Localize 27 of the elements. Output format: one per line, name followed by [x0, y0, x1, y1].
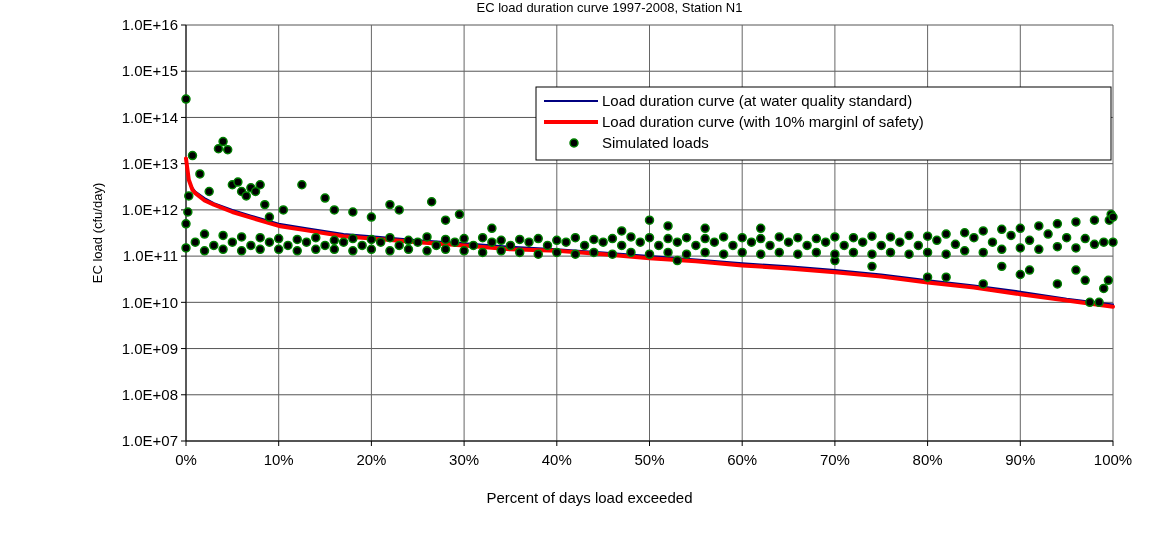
- x-tick-label: 30%: [449, 451, 480, 468]
- x-tick-label: 60%: [727, 451, 758, 468]
- y-axis-title: EC load (cfu/day): [90, 182, 105, 284]
- x-tick-label: 10%: [263, 451, 294, 468]
- y-tick-label: 1.0E+16: [121, 16, 178, 34]
- x-tick-label: 0%: [175, 451, 197, 468]
- x-tick-label: 80%: [912, 451, 943, 468]
- y-tick-label: 1.0E+12: [121, 201, 178, 219]
- x-tick-label: 100%: [1093, 451, 1133, 468]
- y-tick-label: 1.0E+15: [121, 62, 178, 80]
- legend-label: Load duration curve (at water quality standard): [602, 92, 913, 110]
- y-tick-label: 1.0E+09: [121, 339, 178, 357]
- x-axis-title: Percent of days load exceeded: [486, 489, 693, 506]
- y-tick-label: 1.0E+11: [122, 247, 178, 265]
- x-tick-label: 20%: [356, 451, 387, 468]
- legend-label: Simulated loads: [602, 134, 709, 152]
- x-tick-label: 40%: [541, 451, 572, 468]
- y-tick-label: 1.0E+13: [121, 154, 178, 172]
- x-tick-label: 50%: [634, 451, 665, 468]
- y-tick-label: 1.0E+07: [121, 432, 178, 450]
- chart-title: EC load duration curve 1997-2008, Station N1: [476, 0, 743, 15]
- x-tick-label: 90%: [1005, 451, 1036, 468]
- y-tick-label: 1.0E+08: [121, 386, 178, 404]
- y-tick-label: 1.0E+14: [121, 108, 178, 126]
- x-tick-label: 70%: [819, 451, 850, 468]
- y-tick-label: 1.0E+10: [121, 293, 178, 311]
- legend-label: Load duration curve (with 10% marginl of safety): [602, 113, 924, 131]
